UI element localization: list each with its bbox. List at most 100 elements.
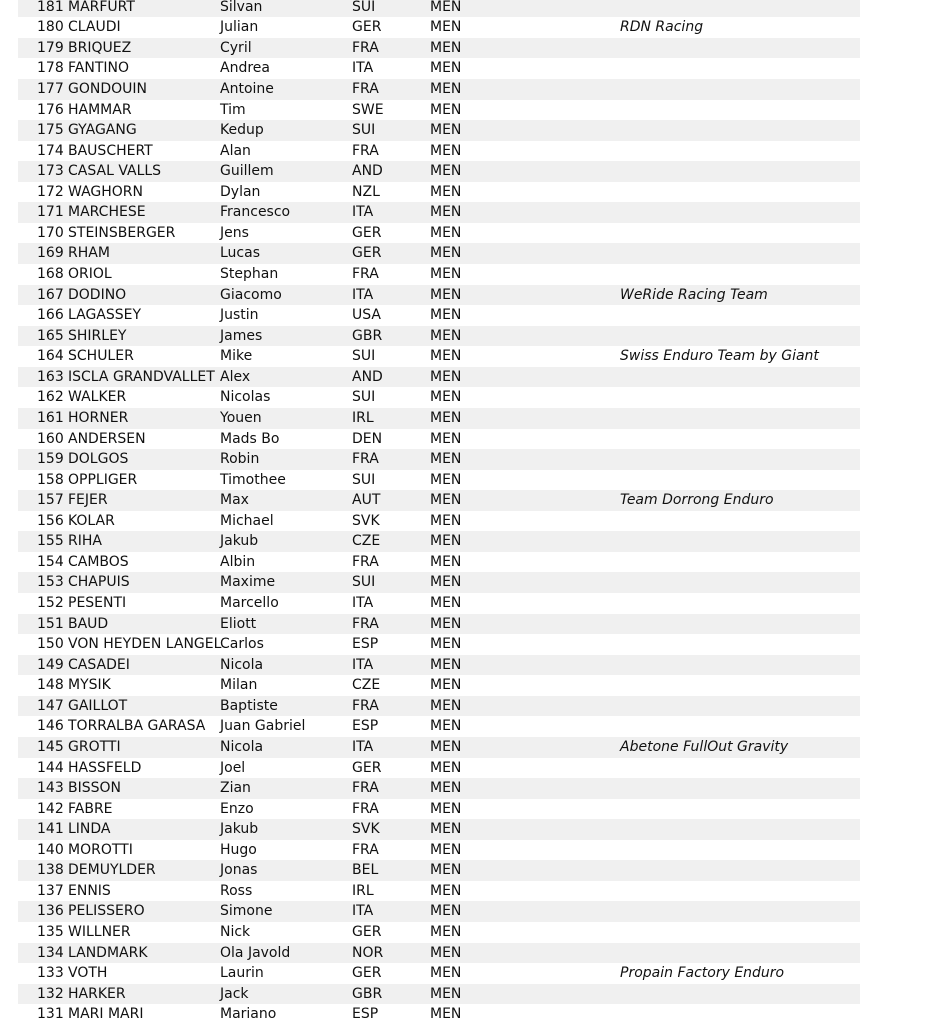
category: MEN	[430, 0, 462, 15]
category: MEN	[430, 903, 462, 920]
last-name: HASSFELD	[68, 759, 142, 776]
last-name: HORNER	[68, 409, 129, 426]
rider-row: 150 VON HEYDEN LANGEL Carlos ESP MEN	[18, 634, 860, 655]
nationality: FRA	[352, 266, 379, 283]
nationality: SUI	[352, 0, 376, 15]
team-name: RDN Racing	[620, 19, 704, 36]
rider-row: 164 SCHULER Mike SUI MEN Swiss Enduro Team by…	[18, 346, 860, 367]
rider-row: 178 FANTINO Andrea ITA MEN	[18, 58, 860, 79]
first-name: Antoine	[220, 80, 274, 97]
rider-row: 177 GONDOUIN Antoine FRA MEN	[18, 78, 860, 100]
bib-number: 135	[37, 924, 64, 941]
bib-number: 168	[37, 266, 64, 283]
last-name: LAGASSEY	[68, 307, 142, 324]
category: MEN	[430, 595, 462, 612]
last-name: BAUSCHERT	[68, 142, 153, 159]
nationality: FRA	[352, 615, 379, 632]
nationality: GER	[352, 224, 382, 241]
first-name: Laurin	[220, 965, 264, 982]
rider-row: 142 FABRE Enzo FRA MEN	[18, 799, 860, 820]
nationality: FRA	[352, 780, 379, 797]
category: MEN	[430, 924, 462, 941]
nationality: GER	[352, 965, 382, 982]
rider-row: 141 LINDA Jakub SVK MEN	[18, 819, 860, 840]
rider-row: 147 GAILLOT Baptiste FRA MEN	[18, 695, 860, 717]
rider-row: 138 DEMUYLDER Jonas BEL MEN	[18, 860, 860, 881]
category: MEN	[430, 965, 462, 982]
nationality: NOR	[352, 944, 384, 961]
last-name: BRIQUEZ	[68, 39, 132, 56]
rider-row: 170 STEINSBERGER Jens GER MEN	[18, 223, 860, 244]
category: MEN	[430, 19, 462, 36]
last-name: ORIOL	[68, 266, 112, 283]
first-name: Marcello	[220, 595, 279, 612]
category: MEN	[430, 553, 462, 570]
category: MEN	[430, 862, 462, 879]
last-name: ENNIS	[68, 882, 111, 899]
nationality: GER	[352, 19, 382, 36]
first-name: Andrea	[220, 60, 270, 77]
last-name: LANDMARK	[68, 944, 148, 961]
rider-row: 155 RIHA Jakub CZE MEN	[18, 531, 860, 552]
bib-number: 167	[37, 286, 64, 303]
category: MEN	[430, 574, 462, 591]
nationality: ESP	[352, 1006, 379, 1023]
category: MEN	[430, 492, 462, 509]
rider-row: 174 BAUSCHERT Alan FRA MEN	[18, 141, 860, 162]
first-name: Carlos	[220, 636, 264, 653]
last-name: VOTH	[68, 965, 108, 982]
first-name: Baptiste	[220, 697, 278, 714]
category: MEN	[430, 142, 462, 159]
rider-row: 173 CASAL VALLS Guillem AND MEN	[18, 161, 860, 182]
last-name: MARFURT	[68, 0, 135, 15]
rider-row: 179 BRIQUEZ Cyril FRA MEN	[18, 37, 860, 59]
bib-number: 161	[37, 409, 64, 426]
first-name: Julian	[220, 19, 259, 36]
last-name: DODINO	[68, 286, 127, 303]
nationality: AND	[352, 163, 383, 180]
bib-number: 133	[37, 965, 64, 982]
last-name: CAMBOS	[68, 553, 129, 570]
first-name: Jonas	[220, 862, 258, 879]
last-name: SHIRLEY	[68, 327, 127, 344]
first-name: Joel	[220, 759, 246, 776]
rider-start-list: 181 MARFURT Silvan SUI MEN 180 CLAUDI Julian GER…	[18, 0, 860, 1025]
last-name: RHAM	[68, 245, 110, 262]
rider-row: 163 ISCLA GRANDVALLET Alex AND MEN	[18, 366, 860, 388]
last-name: CASAL VALLS	[68, 163, 162, 180]
first-name: Mariano	[220, 1006, 277, 1023]
category: MEN	[430, 348, 462, 365]
bib-number: 157	[37, 492, 64, 509]
last-name: ISCLA GRANDVALLET	[68, 368, 215, 385]
first-name: Francesco	[220, 204, 291, 221]
last-name: MARCHESE	[68, 204, 146, 221]
nationality: FRA	[352, 841, 379, 858]
bib-number: 151	[37, 615, 64, 632]
last-name: HARKER	[68, 985, 126, 1002]
rider-row: 145 GROTTI Nicola ITA MEN Abetone FullOut Gra…	[18, 736, 860, 758]
nationality: ITA	[352, 903, 374, 920]
rider-row: 175 GYAGANG Kedup SUI MEN	[18, 120, 860, 141]
first-name: Robin	[220, 451, 260, 468]
first-name: Jens	[220, 224, 249, 241]
last-name: CHAPUIS	[68, 574, 130, 591]
nationality: ITA	[352, 656, 374, 673]
last-name: FANTINO	[68, 60, 129, 77]
nationality: DEN	[352, 430, 383, 447]
bib-number: 166	[37, 307, 64, 324]
category: MEN	[430, 327, 462, 344]
first-name: Silvan	[220, 0, 263, 15]
bib-number: 140	[37, 841, 64, 858]
bib-number: 179	[37, 39, 64, 56]
nationality: SVK	[352, 512, 380, 529]
bib-number: 162	[37, 389, 64, 406]
category: MEN	[430, 533, 462, 550]
bib-number: 144	[37, 759, 64, 776]
bib-number: 175	[37, 122, 64, 139]
nationality: ITA	[352, 204, 374, 221]
rider-row: 167 DODINO Giacomo ITA MEN WeRide Racing Team	[18, 284, 860, 306]
rider-row: 148 MYSIK Milan CZE MEN	[18, 675, 860, 696]
team-name: Swiss Enduro Team by Giant	[620, 348, 819, 365]
category: MEN	[430, 183, 462, 200]
nationality: ESP	[352, 718, 379, 735]
